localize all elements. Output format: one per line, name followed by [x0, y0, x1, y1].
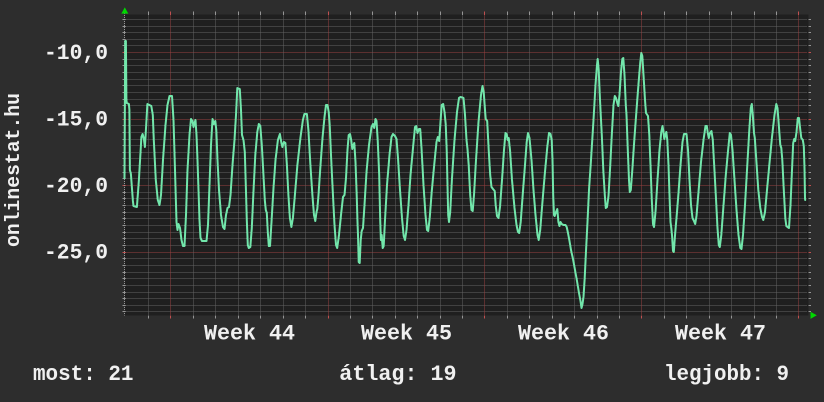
svg-text:onlinestat.hu: onlinestat.hu	[3, 93, 26, 247]
svg-text:legjobb: 9: legjobb: 9	[664, 362, 789, 387]
svg-text:-10,0: -10,0	[44, 41, 108, 66]
svg-text:átlag: 19: átlag: 19	[339, 362, 456, 387]
svg-text:-20,0: -20,0	[44, 174, 108, 199]
svg-text:Week 45: Week 45	[361, 321, 452, 346]
svg-text:Week 47: Week 47	[675, 321, 766, 346]
svg-text:Week 46: Week 46	[518, 321, 609, 346]
svg-text:most: 21: most: 21	[33, 362, 134, 387]
svg-text:Week 44: Week 44	[204, 321, 295, 346]
svg-text:-25,0: -25,0	[44, 240, 108, 265]
svg-text:-15,0: -15,0	[44, 107, 108, 132]
